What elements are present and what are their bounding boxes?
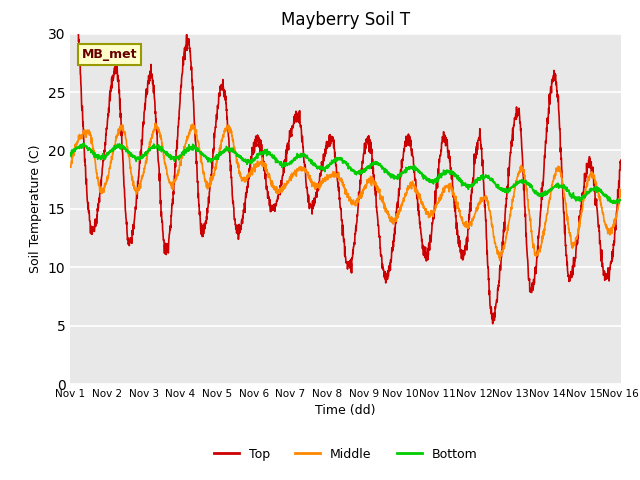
Text: MB_met: MB_met (81, 48, 137, 61)
Title: Mayberry Soil T: Mayberry Soil T (281, 11, 410, 29)
Legend: Top, Middle, Bottom: Top, Middle, Bottom (209, 443, 483, 466)
X-axis label: Time (dd): Time (dd) (316, 405, 376, 418)
Y-axis label: Soil Temperature (C): Soil Temperature (C) (29, 144, 42, 273)
